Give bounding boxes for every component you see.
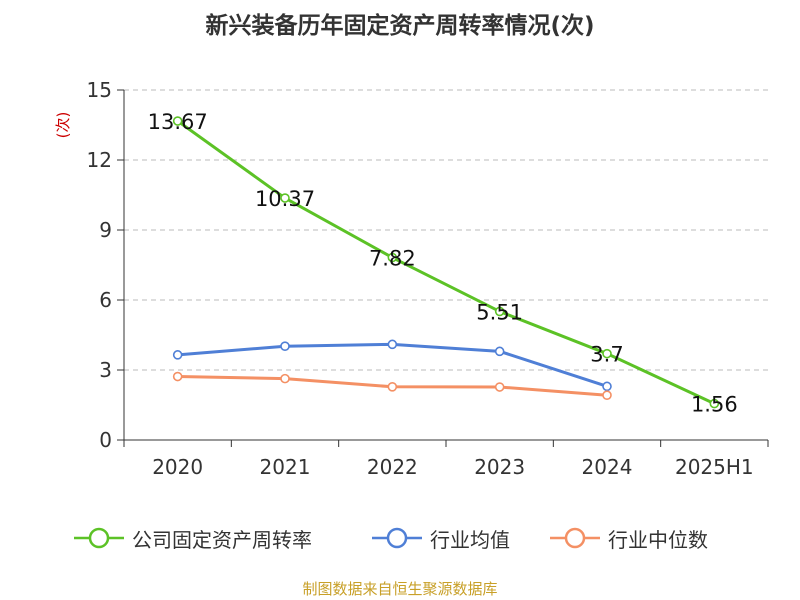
data-point [387, 252, 398, 263]
data-point [494, 306, 505, 317]
y-tick-label: 12 [87, 148, 112, 172]
series-0: 13.67 10.37 7.82 5.51 3.7 1.56 [148, 110, 738, 417]
series-line [177, 342, 608, 388]
data-point [494, 382, 505, 392]
legend-label: 公司固定资产周转率 [132, 527, 312, 552]
data-point [602, 390, 612, 401]
series-line [176, 119, 715, 405]
legend-circle [386, 527, 408, 549]
legend: 公司固定资产周转率 行业均值 行业中位数 [0, 518, 800, 558]
y-axis-label: (次) [54, 112, 72, 139]
legend-label: 行业中位数 [608, 527, 708, 552]
legend-item[interactable]: 公司固定资产周转率 [72, 518, 312, 558]
data-point [172, 371, 183, 382]
legend-circle [88, 527, 110, 549]
series-2 [172, 371, 612, 401]
data-point [602, 381, 612, 392]
data-label: 1.56 [691, 393, 738, 417]
y-tick-label: 9 [99, 218, 112, 242]
legend-label: 行业均值 [430, 527, 510, 552]
data-label: 7.82 [369, 247, 416, 271]
source-note: 制图数据来自恒生聚源数据库 [302, 580, 498, 598]
x-tick-label: 2022 [367, 455, 418, 479]
data-point [172, 116, 183, 126]
legend-line-circle-icon [550, 527, 600, 549]
y-tick-label: 15 [87, 78, 112, 102]
data-point [172, 350, 183, 360]
x-tick-label: 2025H1 [675, 455, 754, 479]
data-point [387, 381, 398, 392]
data-point [494, 346, 505, 357]
data-point [709, 398, 720, 409]
data-label: 13.67 [148, 110, 208, 134]
x-tick-label: 2021 [260, 455, 311, 479]
data-point [602, 348, 612, 359]
data-point [280, 193, 290, 203]
chart-title: 新兴装备历年固定资产周转率情况(次) [205, 13, 595, 39]
data-point [280, 341, 290, 352]
data-label: 5.51 [476, 300, 523, 324]
data-point [280, 373, 290, 384]
data-label: 10.37 [255, 187, 315, 211]
y-tick-label: 3 [99, 358, 112, 382]
data-label: 3.7 [590, 343, 623, 367]
legend-line-circle-icon [74, 527, 124, 549]
legend-item[interactable]: 行业中位数 [548, 518, 708, 558]
y-tick-label: 0 [99, 428, 112, 452]
series-1 [172, 339, 612, 392]
data-point [387, 339, 398, 350]
legend-circle [564, 527, 586, 549]
x-tick-label: 2020 [152, 455, 203, 479]
x-tick-label: 2023 [474, 455, 525, 479]
legend-item[interactable]: 行业均值 [370, 518, 510, 558]
legend-line-circle-icon [372, 527, 422, 549]
y-tick-label: 6 [99, 288, 112, 312]
x-tick-label: 2024 [582, 455, 633, 479]
